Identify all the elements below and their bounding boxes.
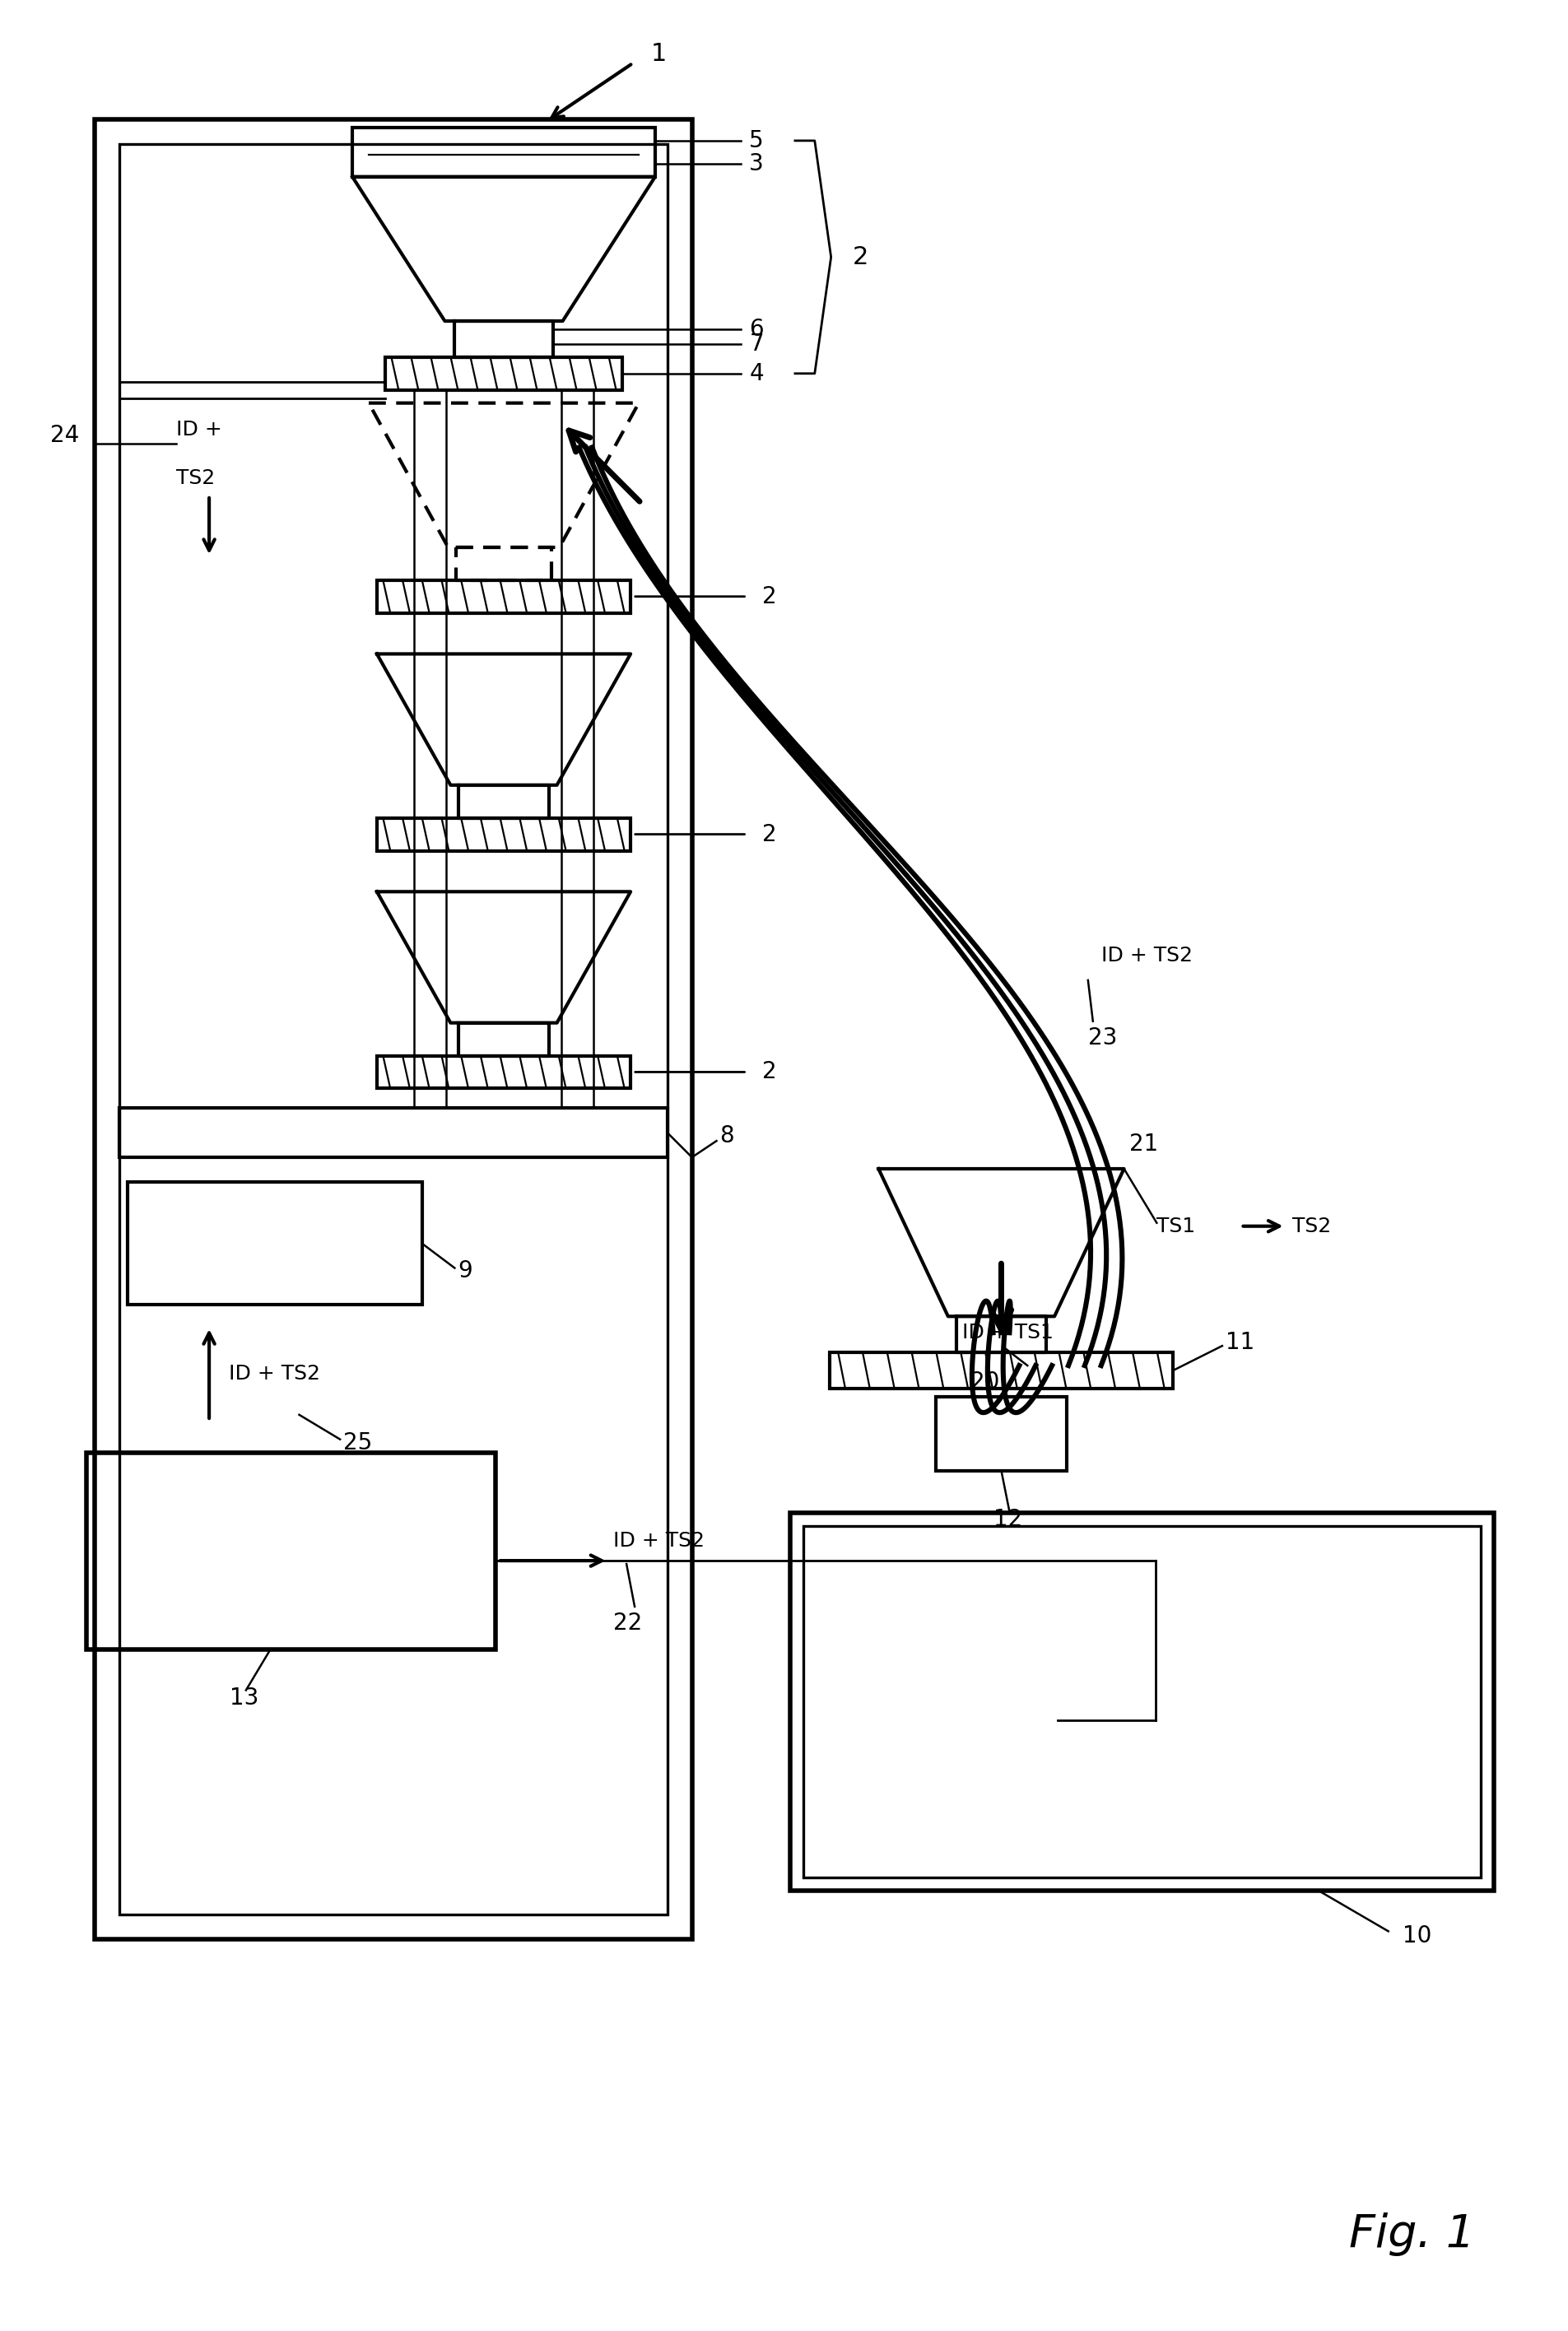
Text: 2: 2 bbox=[762, 1061, 776, 1084]
Bar bbox=[127, 1182, 422, 1305]
Bar bbox=[376, 818, 630, 851]
Bar bbox=[119, 145, 666, 1914]
Text: 7: 7 bbox=[750, 333, 764, 357]
Text: ID + TS2: ID + TS2 bbox=[1101, 946, 1192, 965]
Bar bbox=[384, 357, 622, 389]
Text: 4: 4 bbox=[750, 361, 764, 385]
Bar bbox=[935, 1396, 1066, 1471]
Text: 11: 11 bbox=[1225, 1331, 1254, 1354]
Text: ID +: ID + bbox=[176, 420, 223, 438]
Text: 25: 25 bbox=[343, 1431, 372, 1455]
Bar bbox=[353, 128, 655, 177]
Text: 2: 2 bbox=[762, 823, 776, 846]
Bar bbox=[376, 580, 630, 613]
Text: 24: 24 bbox=[50, 424, 80, 448]
Bar bbox=[790, 1513, 1493, 1890]
Bar bbox=[86, 1452, 495, 1650]
Text: 9: 9 bbox=[458, 1259, 472, 1282]
Bar bbox=[829, 1352, 1173, 1389]
Text: 20: 20 bbox=[969, 1371, 999, 1394]
Text: TS2: TS2 bbox=[176, 469, 215, 490]
Bar bbox=[376, 1056, 630, 1089]
Text: 12: 12 bbox=[993, 1508, 1022, 1531]
Text: TS2: TS2 bbox=[1292, 1217, 1331, 1235]
Text: 2: 2 bbox=[851, 245, 867, 268]
Text: 22: 22 bbox=[613, 1611, 641, 1634]
Text: 23: 23 bbox=[1088, 1026, 1116, 1049]
Bar bbox=[94, 119, 691, 1939]
Text: 10: 10 bbox=[1402, 1925, 1430, 1949]
Bar bbox=[119, 1107, 666, 1156]
Text: 3: 3 bbox=[750, 152, 764, 175]
Text: 8: 8 bbox=[720, 1124, 734, 1147]
Text: ID + TS2: ID + TS2 bbox=[229, 1364, 320, 1385]
Text: 21: 21 bbox=[1129, 1133, 1157, 1156]
Text: 1: 1 bbox=[651, 42, 666, 65]
Text: 13: 13 bbox=[229, 1688, 259, 1711]
Text: 2: 2 bbox=[762, 585, 776, 608]
Text: 6: 6 bbox=[750, 317, 764, 340]
Text: ID + TS2: ID + TS2 bbox=[613, 1531, 704, 1550]
Text: Fig. 1: Fig. 1 bbox=[1348, 2212, 1474, 2256]
Text: ID + TS1: ID + TS1 bbox=[961, 1324, 1052, 1343]
Text: TS1: TS1 bbox=[1156, 1217, 1195, 1235]
Bar bbox=[803, 1527, 1480, 1876]
Text: 5: 5 bbox=[750, 128, 764, 152]
